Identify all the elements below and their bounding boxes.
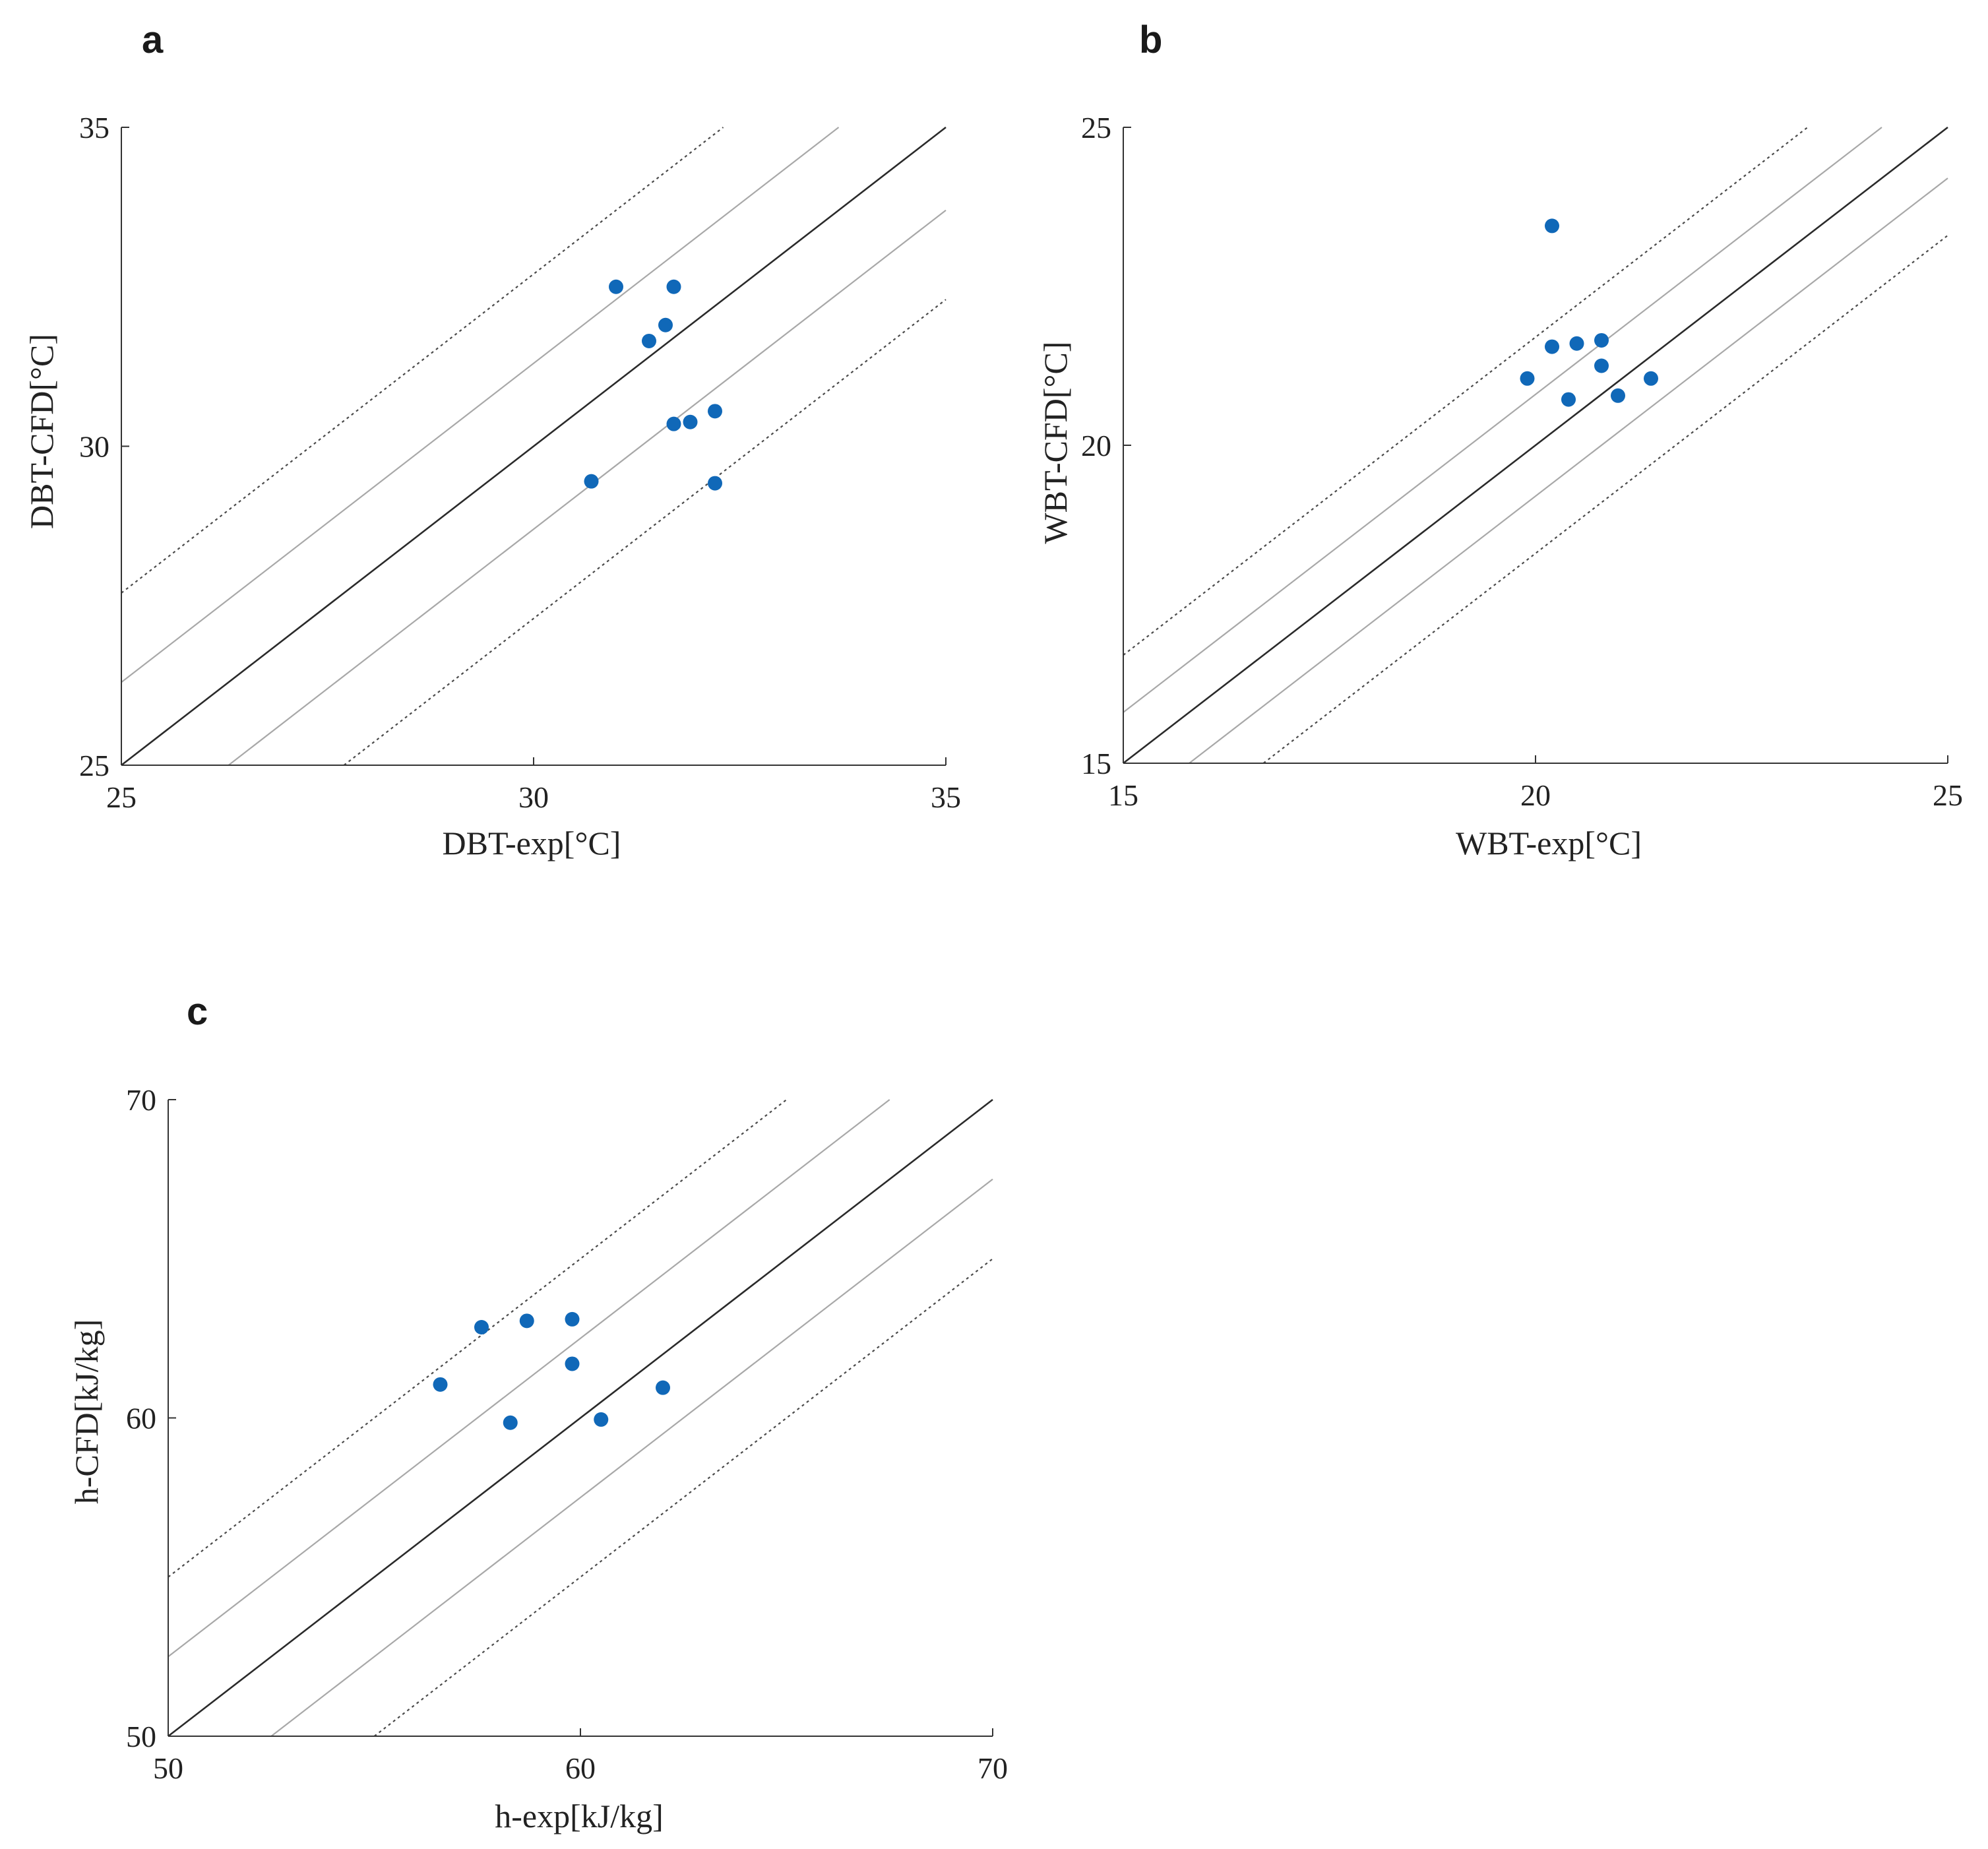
panel-c-y-tick-labels: 50 60 70	[126, 1083, 156, 1753]
panel-b-data-point	[1569, 336, 1584, 351]
panel-a: a 25 30 35 25 30 35 DBT-exp[°C] DBT-CFD[°C]	[23, 18, 961, 862]
panel-b-reference-line-identity	[1123, 126, 1948, 765]
panel-b-x-tick-labels: 15 20 25	[1108, 778, 1963, 812]
panel-c-x-tick-label: 50	[153, 1751, 183, 1785]
panel-c-reference-line-inner-lower	[270, 1178, 993, 1737]
panel-c-x-axis-title: h-exp[kJ/kg]	[495, 1798, 664, 1834]
panel-b-y-tick-label: 20	[1081, 429, 1111, 462]
panel-a-data-point	[683, 414, 698, 429]
panel-a-reference-line-outer-lower	[343, 299, 947, 766]
panel-c-data-point	[519, 1313, 534, 1329]
panel-a-data-point	[666, 279, 681, 294]
panel-a-y-tick-labels: 25 30 35	[79, 111, 109, 782]
panel-a-reference-lines	[121, 126, 947, 767]
panel-c-points	[433, 1311, 670, 1430]
panel-b-points	[1520, 218, 1658, 407]
panel-b-y-tick-label: 25	[1081, 111, 1111, 144]
panel-b-reference-line-inner-upper	[1123, 127, 1882, 713]
panel-a-reference-line-outer-upper	[121, 127, 724, 594]
panel-b-data-point	[1594, 332, 1609, 348]
panel-b-data-point	[1611, 388, 1625, 403]
panel-a-y-tick-label: 30	[79, 430, 109, 464]
panel-a-reference-line-inner-upper	[121, 127, 840, 683]
panel-a-y-tick-label: 35	[79, 111, 109, 144]
panel-b-data-point	[1545, 339, 1559, 354]
panel-a-reference-line-identity	[121, 126, 947, 767]
panel-b-data-point	[1520, 371, 1535, 386]
panel-b-letter: b	[1139, 18, 1162, 61]
panel-b: b 15 20 25 15 20 25 WBT-exp[°C] WBT-CFD[°C]	[1037, 18, 1963, 862]
panel-a-x-tick-label: 35	[931, 780, 961, 814]
panel-c-data-point	[594, 1412, 609, 1427]
panel-c-data-point	[433, 1377, 448, 1392]
panel-c-axes	[168, 1099, 993, 1737]
panel-b-x-axis-title: WBT-exp[°C]	[1456, 825, 1642, 862]
panel-b-y-tick-labels: 15 20 25	[1081, 111, 1111, 780]
panel-b-data-point	[1644, 371, 1658, 386]
panel-c-reference-line-identity	[168, 1098, 993, 1738]
panel-c-reference-line-outer-lower	[373, 1258, 993, 1737]
panel-c-data-point	[565, 1311, 580, 1327]
panel-b-data-point	[1594, 358, 1609, 373]
panel-c-x-tick-labels: 50 60 70	[153, 1751, 1008, 1785]
panel-a-data-point	[708, 404, 722, 419]
panel-a-data-point	[609, 279, 623, 294]
panel-c-data-point	[656, 1380, 670, 1395]
panel-b-reference-line-inner-lower	[1189, 177, 1948, 764]
panel-c-x-tick-label: 60	[565, 1751, 596, 1785]
panel-c-y-tick-label: 70	[126, 1083, 156, 1117]
panel-a-reference-line-inner-lower	[228, 209, 947, 766]
panel-c-x-tick-label: 70	[978, 1751, 1008, 1785]
panel-b-y-axis-title: WBT-CFD[°C]	[1037, 341, 1074, 544]
panel-a-letter: a	[142, 18, 164, 61]
panel-c-data-point	[565, 1356, 580, 1371]
panel-b-reference-line-outer-lower	[1262, 235, 1948, 764]
panel-b-reference-lines	[1123, 126, 1948, 765]
panel-c: c 50 60 70 50 60 70 h-exp[kJ/kg] h-CFD[kJ/kg…	[68, 990, 1008, 1834]
panel-a-x-tick-label: 30	[518, 780, 549, 814]
panel-a-data-point	[584, 474, 599, 489]
panel-c-data-point	[474, 1319, 489, 1334]
panel-a-data-point	[666, 416, 681, 431]
panel-c-y-tick-label: 50	[126, 1720, 156, 1753]
panel-b-x-tick-label: 25	[1933, 778, 1963, 812]
panel-c-letter: c	[187, 990, 208, 1033]
panel-a-x-tick-label: 25	[106, 780, 137, 814]
panel-b-x-tick-label: 20	[1520, 778, 1551, 812]
panel-b-data-point	[1561, 392, 1576, 407]
panel-a-y-tick-label: 25	[79, 749, 109, 782]
panel-c-y-axis-title: h-CFD[kJ/kg]	[68, 1319, 105, 1505]
panel-a-y-axis-title: DBT-CFD[°C]	[23, 334, 60, 529]
panel-c-y-tick-label: 60	[126, 1402, 156, 1435]
panel-b-reference-line-outer-upper	[1123, 127, 1809, 656]
panel-a-x-tick-labels: 25 30 35	[106, 780, 961, 814]
panel-a-data-point	[642, 333, 656, 348]
panel-a-points	[584, 279, 722, 491]
panel-c-reference-lines	[168, 1098, 993, 1738]
panel-c-reference-line-inner-upper	[168, 1099, 890, 1658]
panel-a-axes	[121, 127, 947, 766]
panel-b-data-point	[1545, 218, 1559, 234]
panel-b-x-tick-label: 15	[1108, 778, 1138, 812]
panel-c-reference-line-outer-upper	[168, 1099, 788, 1578]
panel-a-data-point	[658, 317, 673, 332]
panel-b-axes	[1123, 127, 1948, 764]
panel-a-x-axis-title: DBT-exp[°C]	[443, 825, 621, 862]
panel-a-data-point	[708, 476, 722, 491]
panel-c-data-point	[503, 1415, 518, 1430]
panel-b-y-tick-label: 15	[1081, 747, 1111, 780]
